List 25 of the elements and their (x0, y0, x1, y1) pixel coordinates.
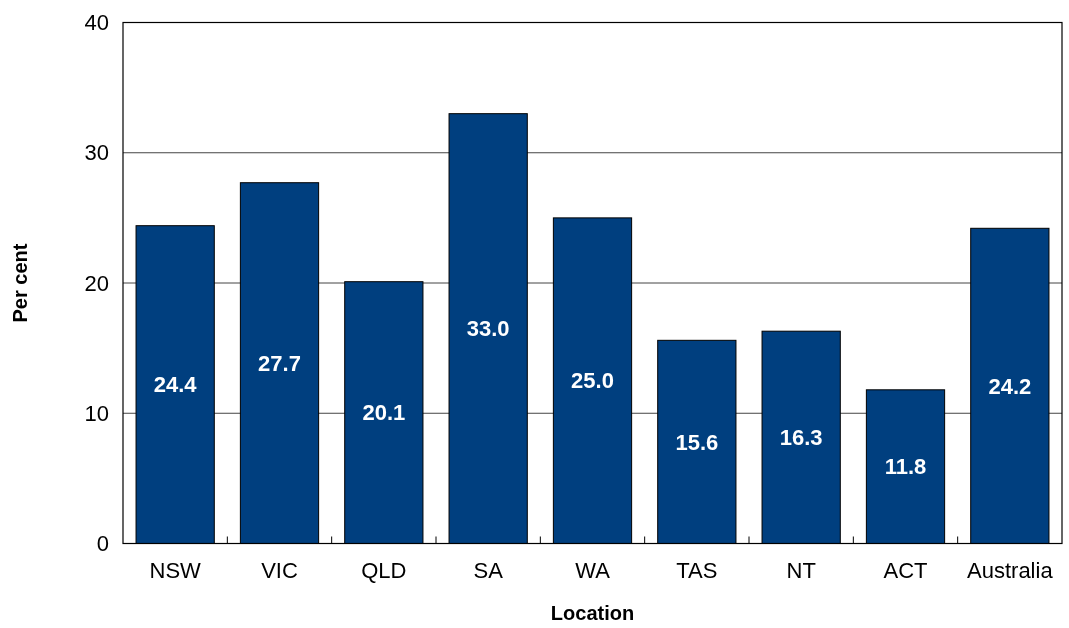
y-tick-label: 30 (84, 140, 109, 166)
y-tick-label: 0 (96, 531, 109, 557)
x-tick-label: SA (473, 558, 504, 584)
data-label: 16.3 (779, 425, 823, 451)
y-tick-label: 10 (84, 400, 109, 426)
data-label: 33.0 (466, 316, 510, 342)
data-label: 24.4 (153, 372, 198, 398)
y-tick-label: 20 (84, 270, 109, 296)
data-label: 20.1 (362, 400, 406, 426)
x-tick-label: WA (575, 558, 611, 584)
data-label: 11.8 (884, 454, 927, 480)
data-label: 15.6 (675, 429, 719, 455)
y-axis-title: Per cent (9, 243, 31, 323)
x-tick-label: TAS (676, 558, 718, 584)
x-tick-label: NT (786, 558, 816, 584)
x-tick-label: Australia (967, 558, 1054, 584)
x-tick-label: QLD (361, 558, 407, 584)
x-axis-title: Location (550, 602, 635, 624)
x-tick-label: NSW (149, 558, 202, 584)
data-label: 25.0 (571, 368, 614, 394)
x-tick-label: ACT (883, 558, 928, 584)
data-label: 24.2 (988, 373, 1032, 399)
x-tick-label: VIC (261, 558, 298, 584)
y-tick-label: 40 (84, 10, 109, 36)
data-label: 27.7 (258, 350, 301, 376)
